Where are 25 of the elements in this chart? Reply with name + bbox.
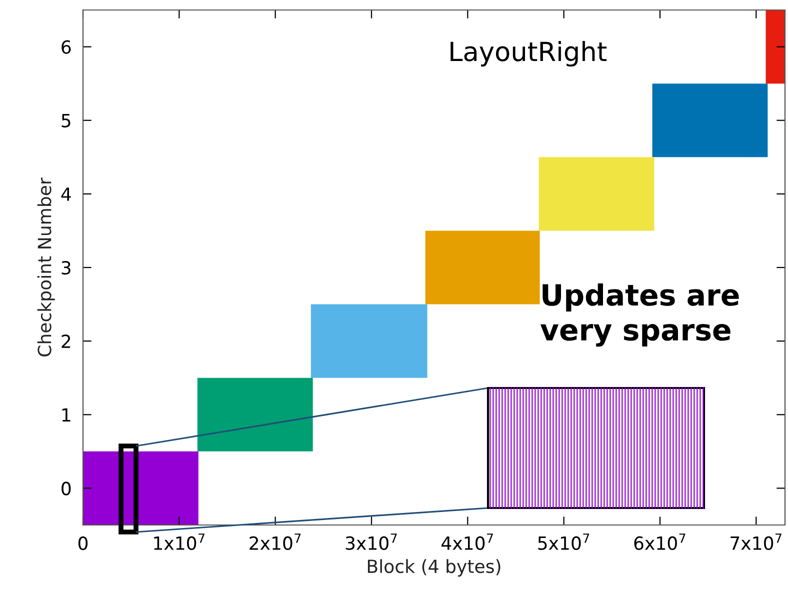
x-tick-label: 2x10$^{7}$: [250, 534, 301, 550]
bar: [538, 157, 654, 231]
y-tick-label: 4: [61, 188, 71, 201]
x-tick-label: 7x10$^{7}$: [730, 534, 782, 550]
y-tick-label: 3: [62, 260, 70, 275]
bar: [310, 304, 428, 378]
bar: [197, 378, 313, 452]
x-tick-label: 3x10$^{7}$: [346, 534, 397, 550]
x-tick-label: 6x10$^{7}$: [634, 534, 686, 550]
annotation: LayoutRight: [450, 41, 607, 67]
y-tick-label: 2: [62, 334, 70, 348]
x-tick-label: 4x10$^{7}$: [442, 534, 493, 550]
annotation: Updates are very sparse: [540, 283, 739, 347]
y-tick-label: 0: [62, 482, 71, 496]
x-axis-title: Block (4 bytes): [368, 559, 500, 577]
y-axis-title: Checkpoint Number: [37, 178, 55, 356]
x-tick-label: 1x10$^{7}$: [154, 534, 204, 550]
bar: [766, 10, 785, 84]
y-tick-label: 5: [62, 114, 70, 128]
y-tick-label: 1: [62, 408, 70, 422]
bar: [652, 84, 768, 158]
x-tick-label: 0: [78, 536, 88, 550]
bar: [425, 230, 540, 304]
y-tick-label: 6: [62, 40, 71, 54]
x-tick-label: 5x10$^{7}$: [538, 534, 590, 550]
